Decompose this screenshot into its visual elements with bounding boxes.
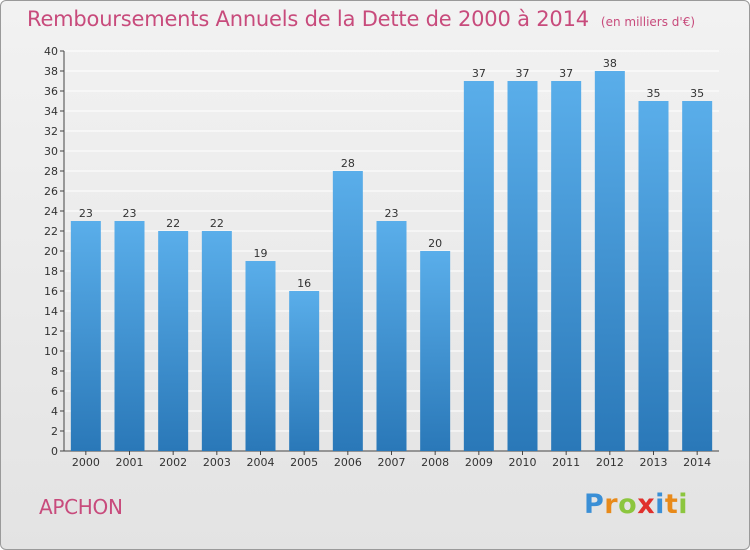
bar xyxy=(70,221,101,451)
bar-value-label: 23 xyxy=(79,207,93,220)
y-tick-label: 0 xyxy=(51,445,58,458)
bar xyxy=(594,71,625,451)
bar xyxy=(245,261,276,451)
bar xyxy=(551,81,582,451)
bar xyxy=(201,231,232,451)
y-tick-label: 26 xyxy=(44,185,58,198)
x-tick-label: 2007 xyxy=(378,456,406,469)
y-tick-label: 16 xyxy=(44,285,58,298)
x-tick-label: 2012 xyxy=(596,456,624,469)
y-tick-label: 8 xyxy=(51,365,58,378)
bar-value-label: 23 xyxy=(385,207,399,220)
bar-value-label: 35 xyxy=(647,87,661,100)
bar xyxy=(158,231,189,451)
bar xyxy=(114,221,145,451)
x-tick-label: 2002 xyxy=(159,456,187,469)
bar-value-label: 23 xyxy=(123,207,137,220)
bar xyxy=(376,221,407,451)
y-tick-label: 22 xyxy=(44,225,58,238)
bar xyxy=(332,171,363,451)
x-tick-label: 2013 xyxy=(640,456,668,469)
chart-unit-note: (en milliers d'€) xyxy=(600,15,696,29)
bar xyxy=(507,81,538,451)
y-tick-label: 10 xyxy=(44,345,58,358)
y-tick-label: 20 xyxy=(44,245,58,258)
bar xyxy=(289,291,320,451)
y-tick-label: 14 xyxy=(44,305,58,318)
x-tick-label: 2003 xyxy=(203,456,231,469)
bar-value-label: 37 xyxy=(516,67,530,80)
bar-value-label: 37 xyxy=(472,67,486,80)
y-tick-label: 24 xyxy=(44,205,58,218)
y-tick-label: 36 xyxy=(44,85,58,98)
bar xyxy=(463,81,494,451)
y-tick-label: 32 xyxy=(44,125,58,138)
bar-value-label: 22 xyxy=(210,217,224,230)
logo-letter: i xyxy=(655,489,665,520)
bar-value-label: 35 xyxy=(690,87,704,100)
y-tick-label: 12 xyxy=(44,325,58,338)
x-tick-label: 2006 xyxy=(334,456,362,469)
x-tick-label: 2008 xyxy=(421,456,449,469)
logo-letter: o xyxy=(618,489,638,520)
y-tick-label: 34 xyxy=(44,105,58,118)
logo-letter: t xyxy=(664,489,679,520)
bar-value-label: 38 xyxy=(603,57,617,70)
x-tick-label: 2004 xyxy=(247,456,275,469)
y-tick-label: 18 xyxy=(44,265,58,278)
y-tick-label: 40 xyxy=(44,45,58,58)
x-tick-label: 2001 xyxy=(116,456,144,469)
bar xyxy=(420,251,451,451)
y-tick-label: 30 xyxy=(44,145,58,158)
logo-letter: P xyxy=(584,489,605,520)
x-tick-label: 2000 xyxy=(72,456,100,469)
bar-value-label: 22 xyxy=(166,217,180,230)
y-tick-label: 4 xyxy=(51,405,58,418)
bar-value-label: 37 xyxy=(559,67,573,80)
proxiti-logo: Proxiti xyxy=(584,489,688,520)
logo-letter: x xyxy=(637,489,656,520)
bar-value-label: 28 xyxy=(341,157,355,170)
town-name: APCHON xyxy=(39,495,123,519)
y-tick-label: 28 xyxy=(44,165,58,178)
y-tick-label: 6 xyxy=(51,385,58,398)
logo-letter: i xyxy=(678,489,689,520)
logo-letter: r xyxy=(604,489,619,520)
x-tick-label: 2014 xyxy=(683,456,711,469)
chart-title: Remboursements Annuels de la Dette de 20… xyxy=(27,7,589,31)
bar-value-label: 19 xyxy=(254,247,268,260)
bar-value-label: 20 xyxy=(428,237,442,250)
x-tick-label: 2009 xyxy=(465,456,493,469)
bar-value-label: 16 xyxy=(297,277,311,290)
bar xyxy=(682,101,713,451)
x-tick-label: 2010 xyxy=(509,456,537,469)
x-tick-label: 2011 xyxy=(552,456,580,469)
y-tick-label: 38 xyxy=(44,65,58,78)
chart-title-block: Remboursements Annuels de la Dette de 20… xyxy=(27,7,695,31)
x-tick-label: 2005 xyxy=(290,456,318,469)
y-tick-label: 2 xyxy=(51,425,58,438)
bar xyxy=(638,101,669,451)
